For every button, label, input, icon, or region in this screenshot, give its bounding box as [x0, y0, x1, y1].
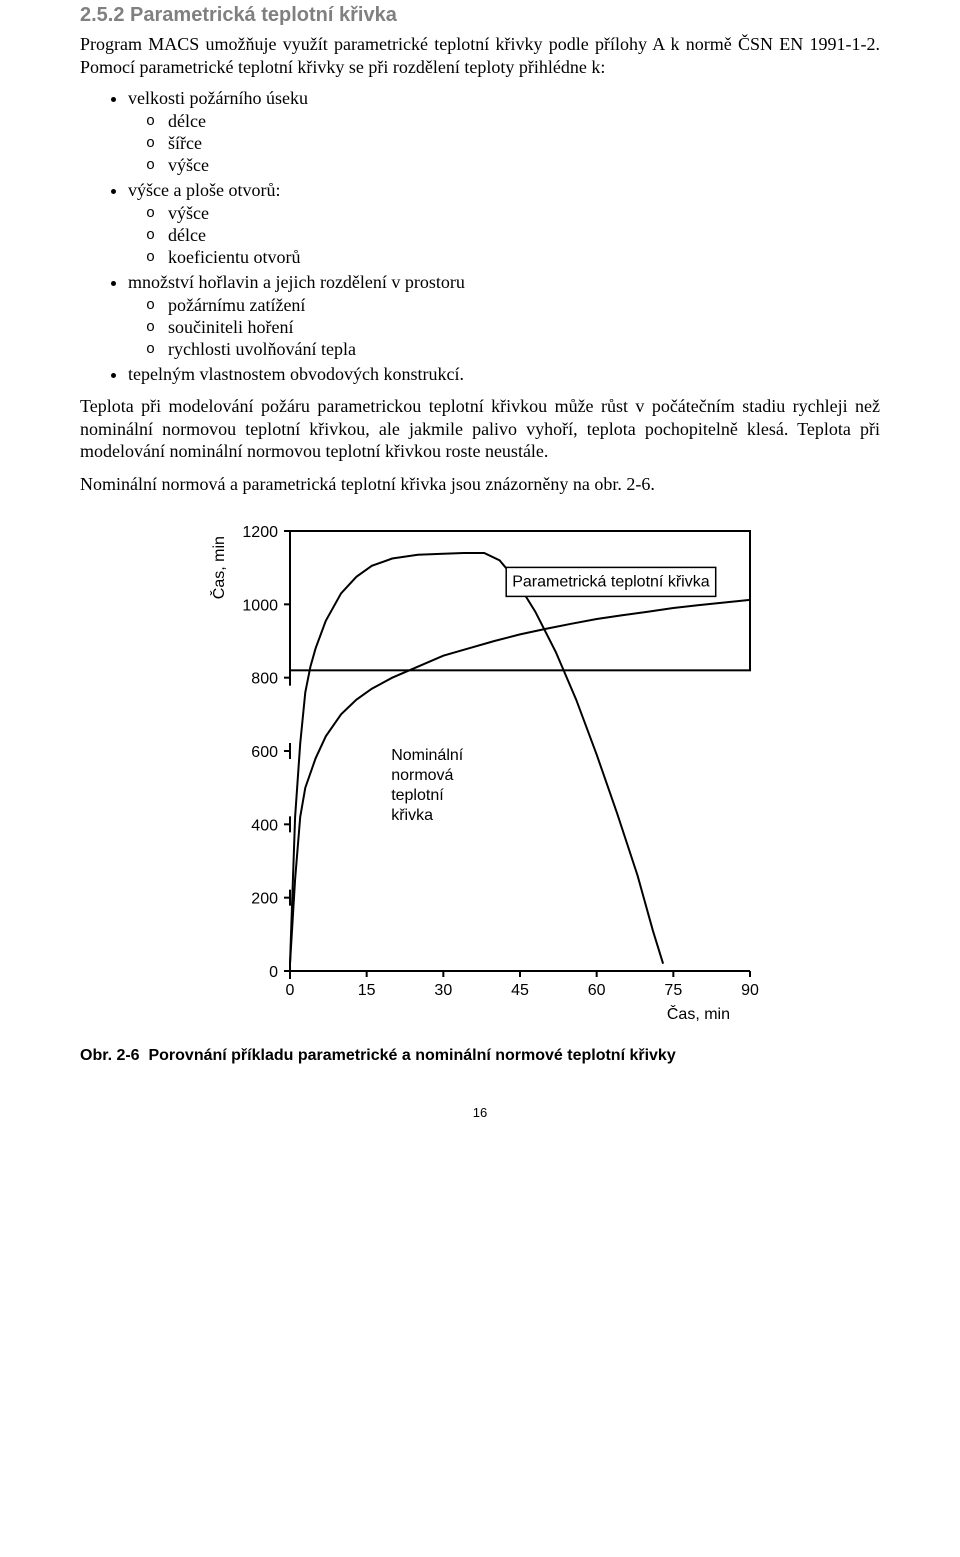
sub-item: výšce — [168, 155, 880, 176]
paragraph-3: Nominální normová a parametrická teplotn… — [80, 473, 880, 496]
sub-item: součiniteli hoření — [168, 317, 880, 338]
svg-text:Čas, min: Čas, min — [667, 1004, 730, 1023]
sub-list: výšce délce koeficientu otvorů — [128, 203, 880, 268]
sub-item: šířce — [168, 133, 880, 154]
sub-item: výšce — [168, 203, 880, 224]
bullet-item: tepelným vlastnostem obvodových konstruk… — [128, 364, 880, 385]
bullet-label: množství hořlavin a jejich rozdělení v p… — [128, 272, 465, 292]
svg-text:1000: 1000 — [242, 597, 278, 614]
caption-text: Porovnání příkladu parametrické a nominá… — [148, 1047, 675, 1064]
bullet-item: velkosti požárního úseku délce šířce výš… — [128, 88, 880, 176]
caption-number: Obr. 2-6 — [80, 1047, 140, 1064]
svg-text:křivka: křivka — [391, 807, 433, 824]
svg-text:15: 15 — [358, 982, 376, 999]
bullet-label: výšce a ploše otvorů: — [128, 180, 280, 200]
page-root: 2.5.2 Parametrická teplotní křivka Progr… — [0, 4, 960, 1160]
bullet-list: velkosti požárního úseku délce šířce výš… — [80, 88, 880, 385]
sub-item: koeficientu otvorů — [168, 247, 880, 268]
bullet-label: tepelným vlastnostem obvodových konstruk… — [128, 364, 464, 384]
svg-text:teplotní: teplotní — [391, 787, 444, 804]
paragraph-2: Teplota při modelování požáru parametric… — [80, 395, 880, 463]
intro-paragraph: Program MACS umožňuje využít parametrick… — [80, 33, 880, 78]
sub-item: délce — [168, 225, 880, 246]
svg-text:200: 200 — [251, 891, 278, 908]
svg-text:45: 45 — [511, 982, 529, 999]
sub-item: rychlosti uvolňování tepla — [168, 339, 880, 360]
svg-text:75: 75 — [664, 982, 682, 999]
sub-item: délce — [168, 111, 880, 132]
chart-container: 0 200 400 600 800 1000 1200 0 15 30 45 60 75 90 Čas, m… — [180, 511, 780, 1031]
svg-text:1200: 1200 — [242, 524, 278, 541]
bullet-item: výšce a ploše otvorů: výšce délce koefic… — [128, 180, 880, 268]
figure-caption: Obr. 2-6 Porovnání příkladu parametrické… — [80, 1047, 880, 1065]
sub-list: požárnímu zatížení součiniteli hoření ry… — [128, 295, 880, 360]
svg-text:0: 0 — [269, 964, 278, 981]
svg-text:normová: normová — [391, 767, 453, 784]
section-heading: 2.5.2 Parametrická teplotní křivka — [80, 4, 880, 27]
svg-text:60: 60 — [588, 982, 606, 999]
temperature-curve-chart: 0 200 400 600 800 1000 1200 0 15 30 45 60 75 90 Čas, m… — [180, 511, 780, 1031]
svg-text:90: 90 — [741, 982, 759, 999]
bullet-label: velkosti požárního úseku — [128, 88, 308, 108]
svg-text:800: 800 — [251, 671, 278, 688]
svg-text:Parametrická teplotní křivka: Parametrická teplotní křivka — [512, 573, 710, 590]
bullet-item: množství hořlavin a jejich rozdělení v p… — [128, 272, 880, 360]
svg-text:Čas, min: Čas, min — [209, 536, 228, 599]
page-number: 16 — [80, 1105, 880, 1120]
svg-text:600: 600 — [251, 744, 278, 761]
svg-text:0: 0 — [286, 982, 295, 999]
sub-item: požárnímu zatížení — [168, 295, 880, 316]
svg-text:30: 30 — [434, 982, 452, 999]
sub-list: délce šířce výšce — [128, 111, 880, 176]
svg-text:400: 400 — [251, 817, 278, 834]
svg-text:Nominální: Nominální — [391, 747, 464, 764]
